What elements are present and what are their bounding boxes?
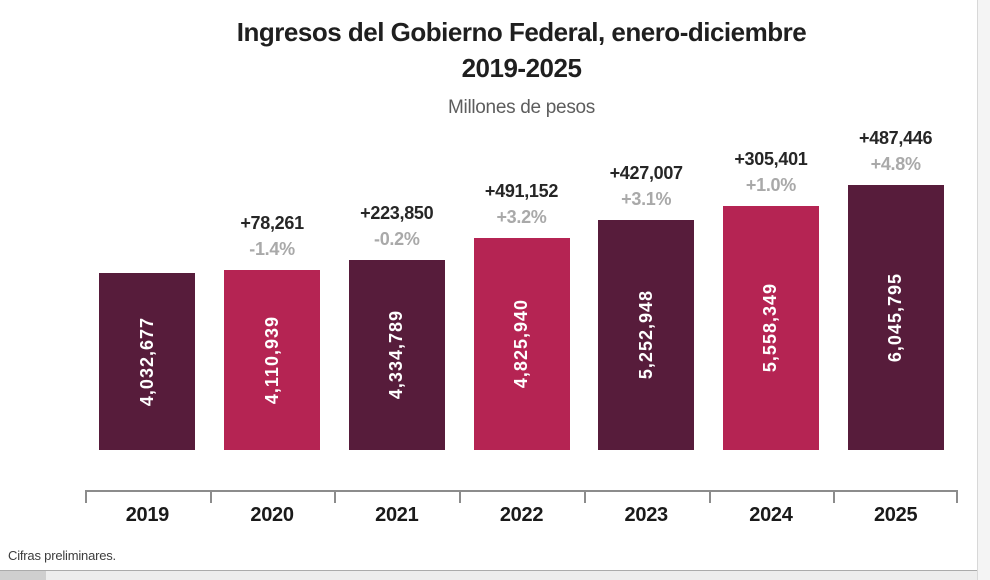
bar-delta-label: +487,446	[859, 128, 933, 148]
bar-value-label: 5,558,349	[760, 283, 781, 373]
bar-2025: 6,045,795	[847, 185, 944, 450]
bar-pct-label: -0.2%	[374, 229, 420, 249]
bar-2024: 5,558,349	[722, 206, 819, 450]
footnote: Cifras preliminares.	[8, 548, 116, 563]
x-axis-tick	[85, 490, 87, 503]
x-axis-line	[85, 490, 958, 492]
x-axis-label-2023: 2023	[624, 504, 669, 526]
bar-2022: 4,825,940	[473, 238, 570, 450]
bar-delta-label: +491,152	[484, 181, 559, 201]
bar-delta-label: +305,401	[734, 149, 808, 169]
x-axis-tick	[956, 490, 958, 503]
window-bottom-edge	[0, 570, 977, 580]
bar-pct-label: +4.8%	[870, 154, 921, 174]
window-right-edge	[977, 0, 990, 580]
bar-pct-label: +1.0%	[745, 175, 796, 195]
bar-pct-label: -1.4%	[249, 239, 295, 259]
bar-pct-label: +3.2%	[496, 207, 547, 227]
chart-title-years: 2019-2025	[461, 53, 582, 83]
bar-delta-label: +78,261	[240, 213, 304, 233]
x-axis-tick	[334, 490, 337, 503]
x-axis-tick	[209, 490, 212, 503]
bar-value-label: 4,032,677	[136, 316, 157, 407]
chart-units-label: Millones de pesos	[448, 97, 595, 118]
bar-2020: 4,110,939	[224, 270, 321, 450]
bar-2021: 4,334,789	[348, 260, 445, 450]
x-axis-tick	[459, 490, 462, 503]
bar-value-label: 4,825,940	[511, 299, 531, 389]
x-axis-tick	[833, 490, 836, 503]
window-bottom-edge-accent	[0, 571, 46, 580]
x-axis-label-2025: 2025	[873, 504, 918, 526]
bar-2023: 5,252,948	[598, 220, 695, 450]
bar-value-label: 4,334,789	[386, 310, 407, 400]
chart-title: Ingresos del Gobierno Federal, enero-dic…	[236, 17, 807, 47]
bar-delta-label: +223,850	[360, 203, 434, 223]
bar-value-label: 6,045,795	[885, 272, 906, 363]
bar-value-label: 5,252,948	[635, 290, 656, 380]
x-axis-label-2021: 2021	[375, 504, 419, 526]
bar-2019: 4,032,677	[99, 273, 196, 450]
bar-pct-label: +3.1%	[621, 189, 672, 209]
bar-delta-label: +427,007	[609, 163, 683, 183]
x-axis-label-2020: 2020	[250, 504, 294, 526]
x-axis-tick	[583, 490, 586, 503]
bar-value-label: 4,110,939	[261, 315, 282, 405]
x-axis-tick	[708, 490, 711, 503]
x-axis-label-2022: 2022	[499, 504, 544, 526]
x-axis-label-2024: 2024	[749, 504, 793, 526]
x-axis-label-2019: 2019	[125, 504, 170, 526]
